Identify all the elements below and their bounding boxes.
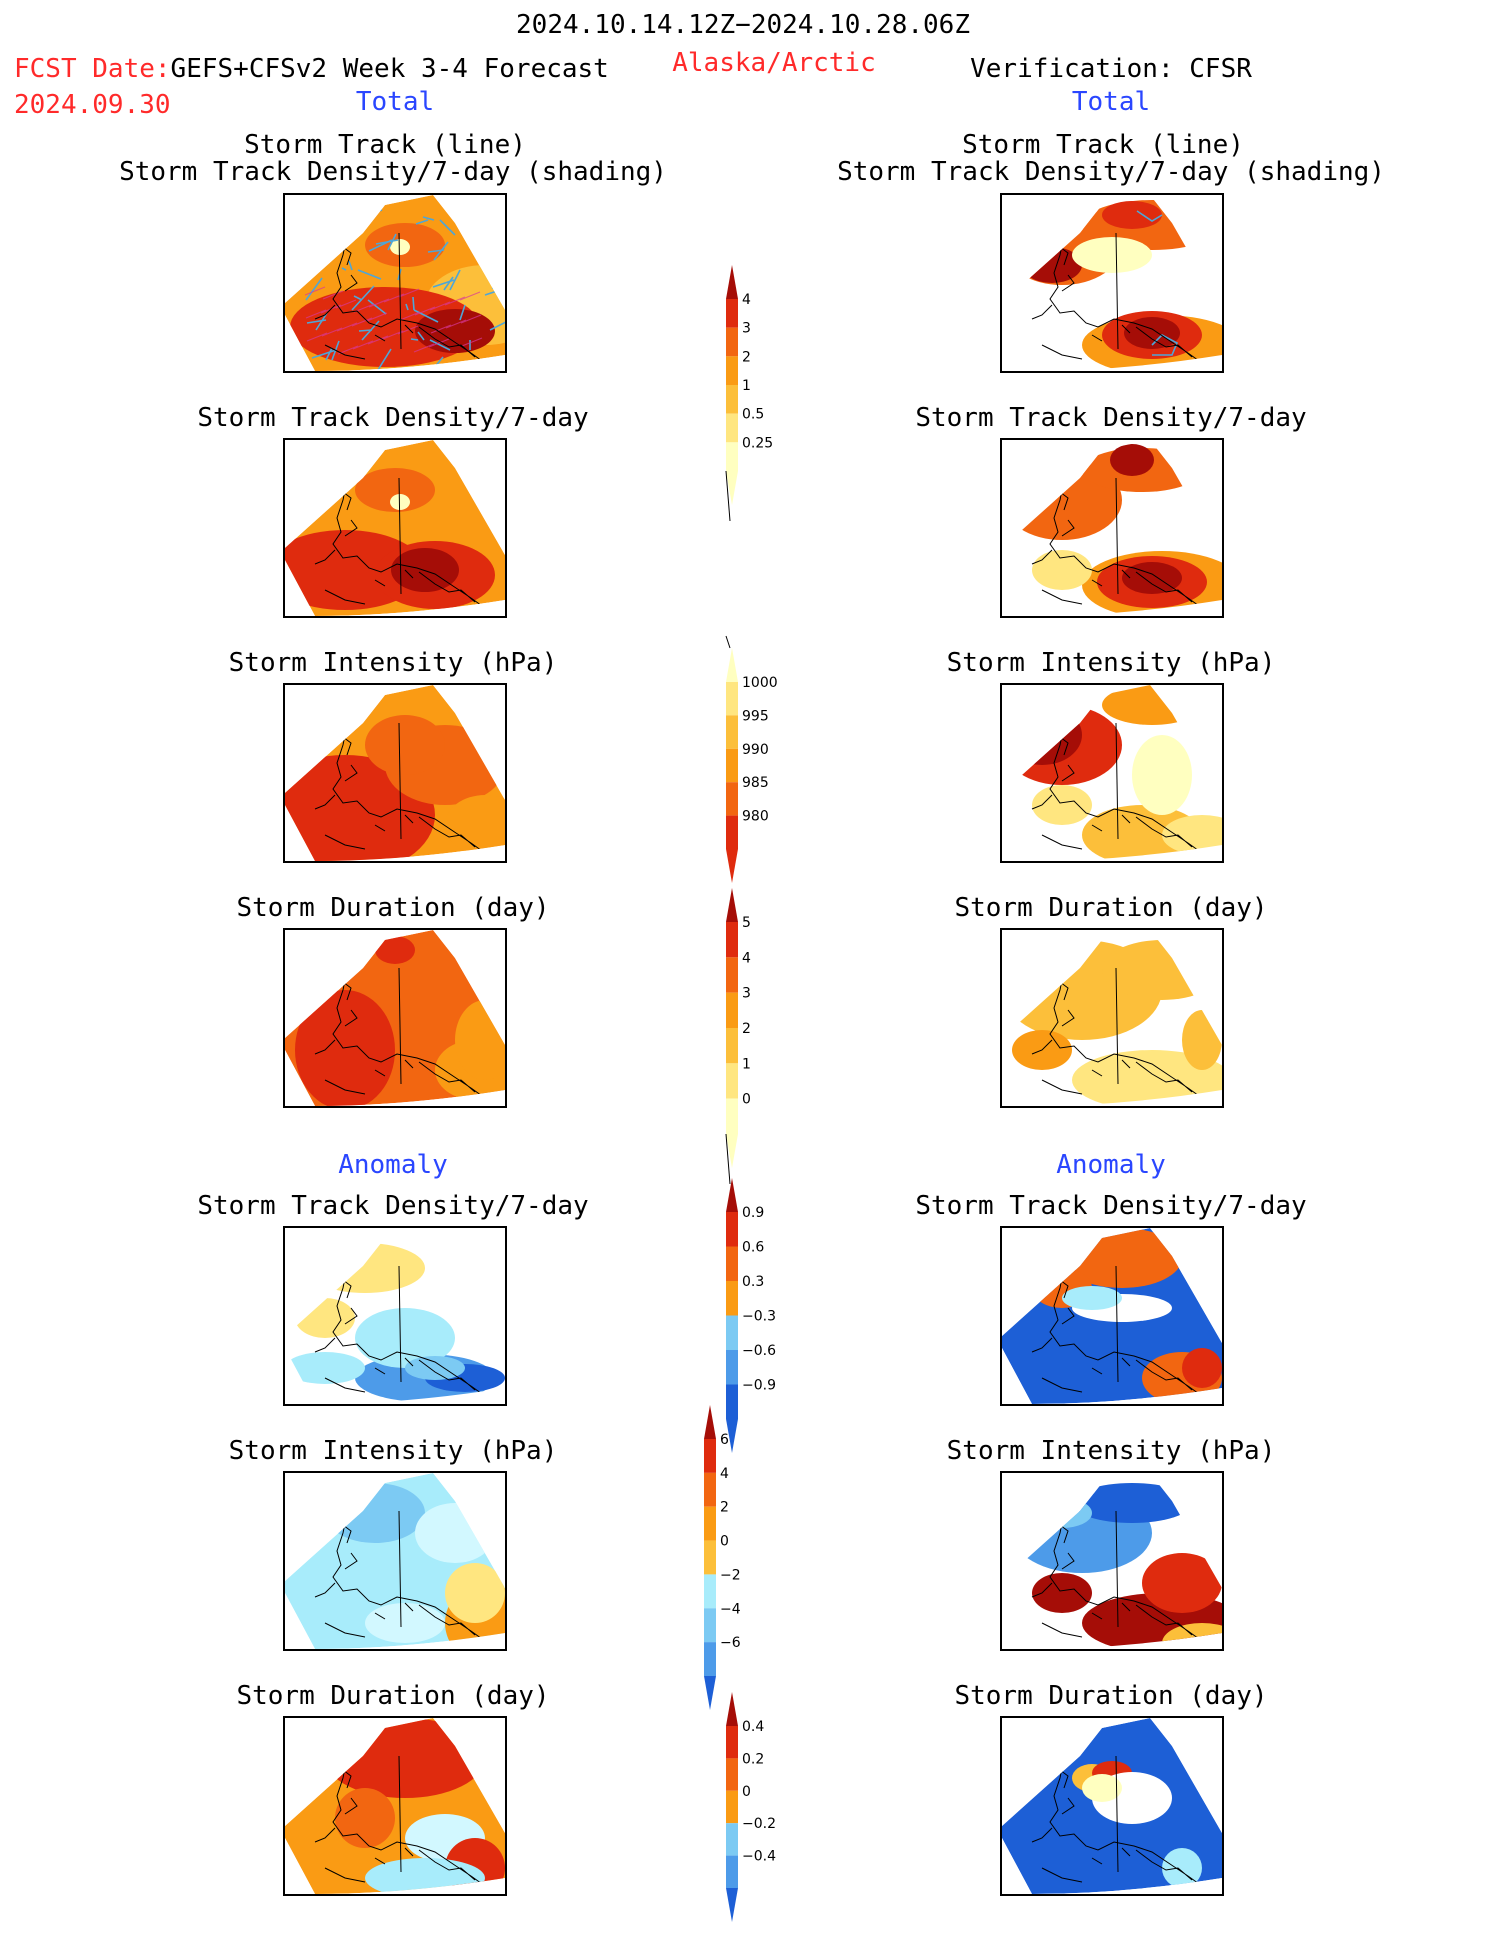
left-duration-anom-title: Storm Duration (day) (236, 1681, 550, 1711)
right-track-title-1: Storm Track (line) (962, 130, 1244, 160)
svg-text:0.5: 0.5 (742, 407, 764, 423)
fcst-date: 2024.09.30 (14, 90, 171, 120)
colorbar-density-total: 4 3 2 1 0.5 0.25 (722, 265, 802, 525)
right-track-title-2: Storm Track Density/7-day (shading) (837, 157, 1385, 187)
left-density-title: Storm Track Density/7-day (197, 403, 589, 433)
map-right-duration-anom (1000, 1716, 1224, 1896)
colorbar-duration-anom: 0.4 0.2 0 −0.2 −0.4 (722, 1692, 802, 1942)
left-anomaly-label: Anomaly (338, 1150, 448, 1180)
svg-text:0.2: 0.2 (742, 1751, 764, 1767)
svg-text:0.9: 0.9 (742, 1205, 764, 1221)
svg-text:1: 1 (742, 1056, 751, 1072)
left-density-anom-title: Storm Track Density/7-day (197, 1191, 589, 1221)
svg-text:−0.3: −0.3 (742, 1309, 776, 1325)
fcst-prefix: FCST Date: (14, 54, 171, 84)
left-track-title-2: Storm Track Density/7-day (shading) (119, 157, 667, 187)
right-intensity-title: Storm Intensity (hPa) (946, 648, 1276, 678)
period-title: 2024.10.14.12Z−2024.10.28.06Z (516, 10, 970, 40)
svg-text:2: 2 (742, 1021, 751, 1037)
model-name: GEFS+CFSv2 Week 3-4 Forecast (170, 54, 609, 84)
left-total-label: Total (355, 87, 435, 117)
right-duration-anom-title: Storm Duration (day) (954, 1681, 1268, 1711)
svg-text:3: 3 (742, 986, 751, 1002)
verification-label: Verification: CFSR (970, 54, 1252, 84)
map-left-duration-anom (283, 1716, 507, 1896)
svg-text:990: 990 (742, 742, 769, 758)
map-left-density (283, 438, 507, 618)
map-left-duration (283, 928, 507, 1108)
colorbar-intensity-anom: 6 4 2 0 −2 −4 −6 (700, 1405, 780, 1730)
svg-text:−0.9: −0.9 (742, 1378, 776, 1394)
svg-text:2: 2 (742, 349, 751, 365)
svg-text:4: 4 (742, 950, 751, 966)
svg-text:995: 995 (742, 708, 769, 724)
svg-text:985: 985 (742, 775, 769, 791)
svg-text:6: 6 (720, 1432, 729, 1448)
svg-text:2: 2 (720, 1500, 729, 1516)
colorbar-intensity-total: 1000 995 990 985 980 (722, 635, 802, 903)
left-track-title-1: Storm Track (line) (244, 130, 526, 160)
svg-text:0: 0 (720, 1534, 729, 1550)
svg-text:1: 1 (742, 378, 751, 394)
left-intensity-title: Storm Intensity (hPa) (228, 648, 558, 678)
svg-text:980: 980 (742, 809, 769, 825)
svg-text:4: 4 (720, 1466, 729, 1482)
svg-text:0: 0 (742, 1784, 751, 1800)
map-left-density-anom (283, 1226, 507, 1406)
svg-text:3: 3 (742, 321, 751, 337)
svg-text:0.25: 0.25 (742, 435, 773, 451)
map-right-intensity (1000, 683, 1224, 863)
right-total-label: Total (1071, 87, 1151, 117)
colorbar-duration-total: 5 4 3 2 1 0 (722, 888, 802, 1188)
map-right-duration (1000, 928, 1224, 1108)
svg-text:1000: 1000 (742, 675, 778, 691)
map-right-density (1000, 438, 1224, 618)
map-right-track (1000, 193, 1224, 373)
svg-text:4: 4 (742, 292, 751, 308)
svg-text:−4: −4 (720, 1601, 741, 1617)
map-right-density-anom (1000, 1226, 1224, 1406)
right-density-anom-title: Storm Track Density/7-day (915, 1191, 1307, 1221)
svg-text:−2: −2 (720, 1567, 741, 1583)
svg-text:−0.2: −0.2 (742, 1816, 776, 1832)
map-right-intensity-anom (1000, 1471, 1224, 1651)
map-left-track (283, 193, 507, 373)
svg-text:5: 5 (742, 915, 751, 931)
map-left-intensity-anom (283, 1471, 507, 1651)
svg-text:0.6: 0.6 (742, 1240, 764, 1256)
svg-text:0.4: 0.4 (742, 1719, 764, 1735)
region-label: Alaska/Arctic (672, 48, 876, 78)
right-intensity-anom-title: Storm Intensity (hPa) (946, 1436, 1276, 1466)
right-duration-title: Storm Duration (day) (954, 893, 1268, 923)
svg-text:−6: −6 (720, 1635, 741, 1651)
svg-text:−0.4: −0.4 (742, 1849, 776, 1865)
svg-text:0: 0 (742, 1092, 751, 1108)
svg-text:−0.6: −0.6 (742, 1343, 776, 1359)
right-density-title: Storm Track Density/7-day (915, 403, 1307, 433)
svg-text:0.3: 0.3 (742, 1274, 764, 1290)
fcst-line: FCST Date:GEFS+CFSv2 Week 3-4 Forecast (14, 54, 609, 84)
colorbar-density-anom: 0.9 0.6 0.3 −0.3 −0.6 −0.9 (722, 1178, 802, 1473)
left-duration-title: Storm Duration (day) (236, 893, 550, 923)
right-anomaly-label: Anomaly (1056, 1150, 1166, 1180)
map-left-intensity (283, 683, 507, 863)
left-intensity-anom-title: Storm Intensity (hPa) (228, 1436, 558, 1466)
